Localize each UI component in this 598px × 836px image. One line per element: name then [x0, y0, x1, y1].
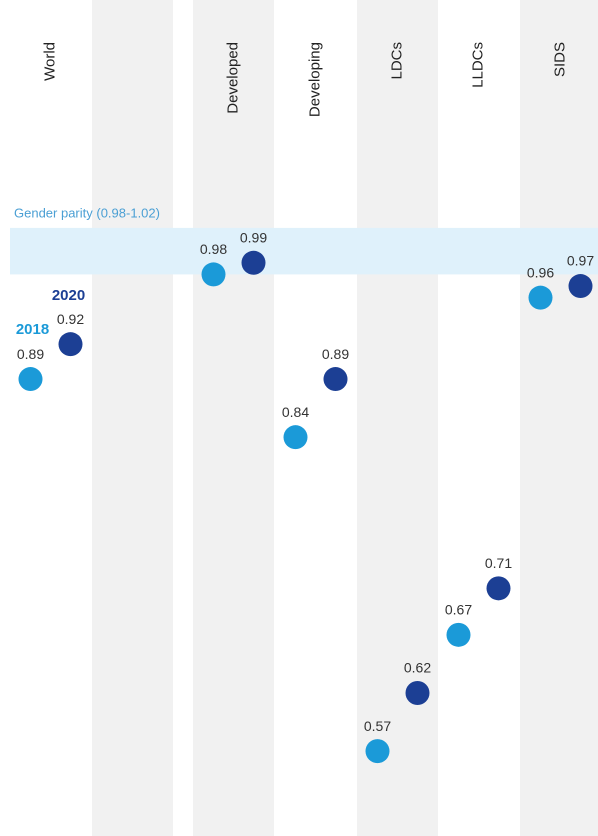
dot: [201, 262, 226, 287]
value-label: 0.92: [57, 311, 84, 327]
plot: Gender parity (0.98-1.02) World Developed D…: [14, 42, 594, 764]
value-label: 0.67: [445, 602, 472, 618]
category-label: LLDCs: [469, 42, 486, 88]
category-label: LDCs: [388, 42, 405, 80]
dot: [365, 739, 390, 764]
band-label: Gender parity (0.98-1.02): [14, 205, 160, 220]
column-bg: [92, 0, 173, 836]
legend-label: 2018: [16, 321, 49, 338]
value-label: 0.99: [240, 229, 267, 245]
value-label: 0.89: [322, 346, 349, 362]
legend-label: 2020: [52, 287, 85, 304]
category-label: Developed: [224, 42, 241, 114]
value-label: 0.71: [485, 555, 512, 571]
dot: [283, 425, 308, 450]
value-label: 0.84: [282, 404, 309, 420]
dot: [446, 622, 471, 647]
dot: [486, 576, 511, 601]
columns: [10, 0, 598, 836]
category-label: Developing: [306, 42, 323, 117]
value-label: 0.89: [17, 346, 44, 362]
value-label: 0.97: [567, 253, 594, 269]
category-label: SIDS: [551, 42, 568, 77]
dot: [405, 680, 430, 705]
dot: [18, 367, 43, 392]
dot: [323, 367, 348, 392]
parity-band: [10, 227, 598, 275]
column-bg: [520, 0, 598, 836]
value-label: 0.96: [527, 264, 554, 280]
column-bg: [357, 0, 438, 836]
dot: [528, 285, 553, 310]
dot: [58, 332, 83, 357]
column-bg: [193, 0, 274, 836]
dot: [241, 250, 266, 275]
category-label: World: [41, 42, 58, 81]
value-label: 0.98: [200, 241, 227, 257]
value-label: 0.57: [364, 718, 391, 734]
dot: [568, 274, 593, 299]
value-label: 0.62: [404, 660, 431, 676]
